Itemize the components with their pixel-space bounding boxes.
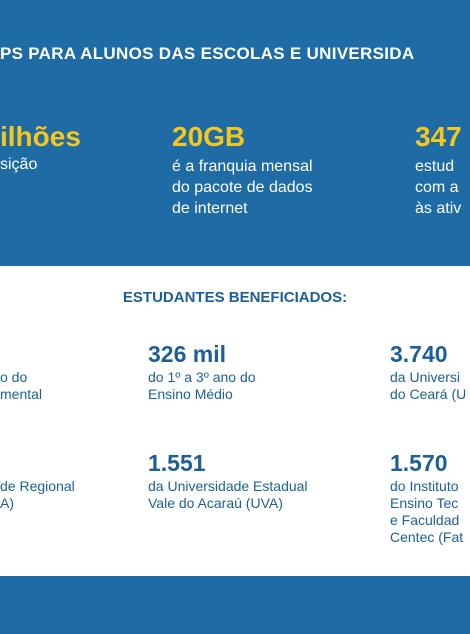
item-value: 1.551 [148, 450, 206, 476]
highlight-text: de internet [172, 200, 248, 217]
highlight-value: 347 [415, 121, 462, 152]
item-text: de Regional [0, 478, 75, 494]
highlight-text: às ativ [415, 200, 462, 217]
bottom-band [0, 576, 470, 634]
highlight-text: do pacote de dados [172, 179, 313, 196]
item-value: 326 mil [148, 341, 226, 367]
item-text: da Universi [390, 369, 461, 385]
header-title: PS PARA ALUNOS DAS ESCOLAS E UNIVERSIDA [0, 44, 415, 63]
item-text: do Instituto [390, 478, 459, 494]
top-band [0, 0, 470, 266]
highlight-text: é a franquia mensal [172, 158, 313, 175]
highlight-text: sição [0, 156, 38, 173]
highlight-value: 20GB [172, 121, 246, 152]
highlight-text: estud [415, 158, 455, 175]
item-text: Vale do Acaraú (UVA) [148, 495, 283, 511]
item-text: Ensino Médio [148, 386, 233, 402]
highlight-text: com a [415, 179, 459, 196]
item-value: 3.740 [390, 341, 448, 367]
item-text: da Universidade Estadual [148, 478, 308, 494]
section-title: ESTUDANTES BENEFICIADOS: [122, 289, 348, 306]
highlight-value: ilhões [0, 121, 81, 152]
item-text: Centec (Fat [390, 529, 464, 545]
item-text: do Ceará (U [390, 386, 467, 402]
item-text: o do [0, 369, 28, 385]
item-value: 1.570 [390, 450, 448, 476]
item-text: A) [0, 495, 14, 511]
item-text: Ensino Tec [390, 495, 459, 511]
item-text: mental [0, 386, 43, 402]
item-text: e Faculdad [390, 512, 460, 528]
item-text: do 1º a 3º ano do [148, 369, 256, 385]
